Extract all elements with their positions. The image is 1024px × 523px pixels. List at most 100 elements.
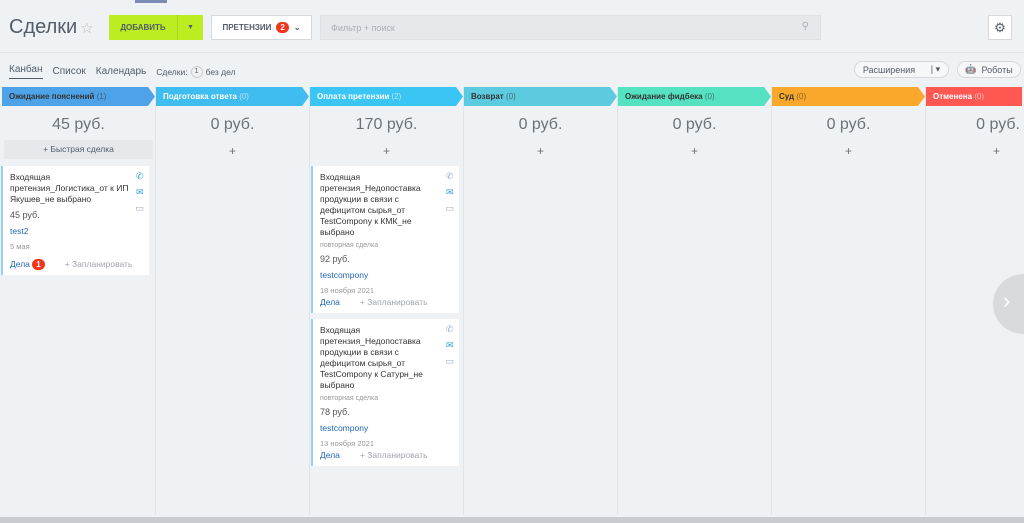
column-name: Ожидание фидбека [625, 92, 703, 101]
deal-repeat-label: повторная сделка [320, 395, 379, 402]
add-deal-button[interactable]: + [690, 144, 698, 158]
add-button[interactable]: ДОБАВИТЬ ▼ [109, 15, 203, 40]
deal-date: 13 ноября 2021 [320, 439, 375, 448]
column-name: Отменена [933, 92, 973, 101]
add-deal-button[interactable]: + [382, 144, 390, 158]
deals-label: Сделки: [156, 66, 188, 77]
extensions-button[interactable]: Расширения | ▾ [854, 61, 949, 78]
tasks-link[interactable]: Дела [320, 297, 340, 307]
column-name: Ожидание пояснений [9, 92, 95, 101]
top-tab-indicator [135, 0, 167, 3]
column-count: (2) [391, 92, 402, 101]
column-name: Оплата претензии [317, 92, 390, 101]
column-header[interactable]: Ожидание фидбека (0) [618, 87, 771, 106]
column-sum: 0 руб. [210, 116, 255, 133]
deal-company[interactable]: testcompony [320, 270, 369, 280]
deal-price: 92 руб. [320, 254, 350, 264]
deal-price: 45 руб. [10, 210, 40, 220]
tab-kanban[interactable]: Канбан [9, 64, 43, 79]
add-label[interactable]: ДОБАВИТЬ [109, 15, 178, 40]
add-deal-button[interactable]: + [992, 144, 1000, 158]
robot-icon: 🤖 [965, 64, 977, 74]
deal-title[interactable]: Входящая претензия_Логистика_от к ИП Яку… [10, 172, 129, 204]
category-label: ПРЕТЕНЗИИ [222, 23, 272, 32]
search-placeholder: Фильтр + поиск [331, 23, 395, 33]
kanban-column: Суд (0) 0 руб. + [772, 87, 926, 515]
chevron-down-icon: ⌄ [293, 23, 301, 32]
horizontal-scrollbar[interactable] [0, 517, 1024, 523]
category-selector[interactable]: ПРЕТЕНЗИИ 2 ⌄ [211, 15, 312, 40]
column-header[interactable]: Ожидание пояснений (1) [2, 87, 155, 106]
column-sum: 0 руб. [976, 116, 1020, 133]
kanban-column: Возврат (0) 0 руб. + [464, 87, 618, 515]
mail-icon[interactable]: ✉ [135, 187, 144, 197]
column-sum: 0 руб. [672, 116, 717, 133]
search-icon[interactable]: ⚲ [801, 21, 809, 32]
tasks-link[interactable]: Дела [320, 450, 340, 460]
tab-calendar[interactable]: Календарь [95, 66, 147, 77]
robots-button[interactable]: 🤖 Роботы [957, 61, 1021, 78]
kanban-column: Ожидание фидбека (0) 0 руб. + [618, 87, 772, 515]
tasks-link[interactable]: Дела [10, 259, 30, 269]
phone-icon[interactable]: ✆ [445, 324, 454, 334]
deal-card[interactable]: Входящая претензия_Недопоставка продукци… [311, 319, 459, 466]
deals-counter[interactable]: Сделки: 1 без дел [156, 65, 236, 78]
deal-title[interactable]: Входящая претензия_Недопоставка продукци… [320, 325, 423, 390]
column-name: Подготовка ответа [163, 92, 237, 101]
column-header[interactable]: Подготовка ответа (0) [156, 87, 309, 106]
extensions-label: Расширения [862, 64, 916, 75]
column-count: (1) [96, 92, 107, 101]
deal-company[interactable]: testcompony [320, 423, 369, 433]
kanban-column: Отменена (0) 0 руб. + [926, 87, 1022, 515]
column-count: (0) [974, 92, 985, 101]
chevron-down-icon: | ▾ [930, 64, 941, 74]
tab-list[interactable]: Список [52, 66, 86, 77]
phone-icon[interactable]: ✆ [445, 171, 454, 181]
gear-icon: ⚙ [994, 20, 1006, 35]
chevron-down-icon[interactable]: ▼ [187, 24, 194, 31]
column-header[interactable]: Суд (0) [772, 87, 925, 106]
deal-date: 5 мая [10, 242, 30, 251]
column-name: Возврат [471, 92, 504, 101]
search-input[interactable]: Фильтр + поиск ⚲ [320, 15, 821, 40]
deal-price: 78 руб. [320, 407, 350, 417]
quick-deal-button[interactable]: + Быстрая сделка [4, 140, 153, 159]
column-count: (0) [796, 92, 807, 101]
page-title: Сделки ☆ [9, 16, 94, 38]
tasks-badge: 1 [32, 259, 45, 270]
column-header[interactable]: Оплата претензии (2) [310, 87, 463, 106]
column-sum: 170 руб. [355, 116, 418, 133]
add-deal-button[interactable]: + [844, 144, 852, 158]
column-header[interactable]: Отменена (0) [926, 87, 1022, 106]
deal-title[interactable]: Входящая претензия_Недопоставка продукци… [320, 172, 421, 237]
divider [0, 52, 1024, 53]
add-deal-button[interactable]: + [228, 144, 236, 158]
chat-icon[interactable]: ▭ [135, 203, 144, 213]
robots-label: Роботы [981, 64, 1013, 75]
column-sum: 45 руб. [52, 116, 105, 133]
add-deal-button[interactable]: + [536, 144, 544, 158]
view-switcher: Канбан Список Календарь Сделки: 1 без дел [9, 64, 236, 79]
plan-link[interactable]: + Запланировать [359, 297, 428, 307]
plan-link[interactable]: + Запланировать [64, 259, 133, 269]
deals-suffix: без дел [205, 66, 236, 77]
category-badge: 2 [276, 22, 289, 33]
chat-icon[interactable]: ▭ [445, 356, 454, 366]
deal-card[interactable]: Входящая претензия_Логистика_от к ИП Яку… [1, 166, 149, 275]
chat-icon[interactable]: ▭ [445, 203, 454, 213]
plan-link[interactable]: + Запланировать [359, 450, 428, 460]
phone-icon[interactable]: ✆ [135, 171, 144, 181]
column-count: (0) [704, 92, 715, 101]
column-header[interactable]: Возврат (0) [464, 87, 617, 106]
mail-icon[interactable]: ✉ [445, 187, 454, 197]
chevron-right-icon: › [1003, 288, 1011, 313]
deal-company[interactable]: test2 [10, 226, 29, 236]
star-icon[interactable]: ☆ [80, 20, 94, 37]
deal-date: 18 ноября 2021 [320, 286, 375, 295]
kanban-column: Подготовка ответа (0) 0 руб. + [156, 87, 310, 515]
column-sum: 0 руб. [518, 116, 563, 133]
kanban-column: Оплата претензии (2) 170 руб. + [310, 87, 464, 515]
deal-card[interactable]: Входящая претензия_Недопоставка продукци… [311, 166, 459, 313]
settings-button[interactable]: ⚙ [988, 15, 1012, 40]
mail-icon[interactable]: ✉ [445, 340, 454, 350]
